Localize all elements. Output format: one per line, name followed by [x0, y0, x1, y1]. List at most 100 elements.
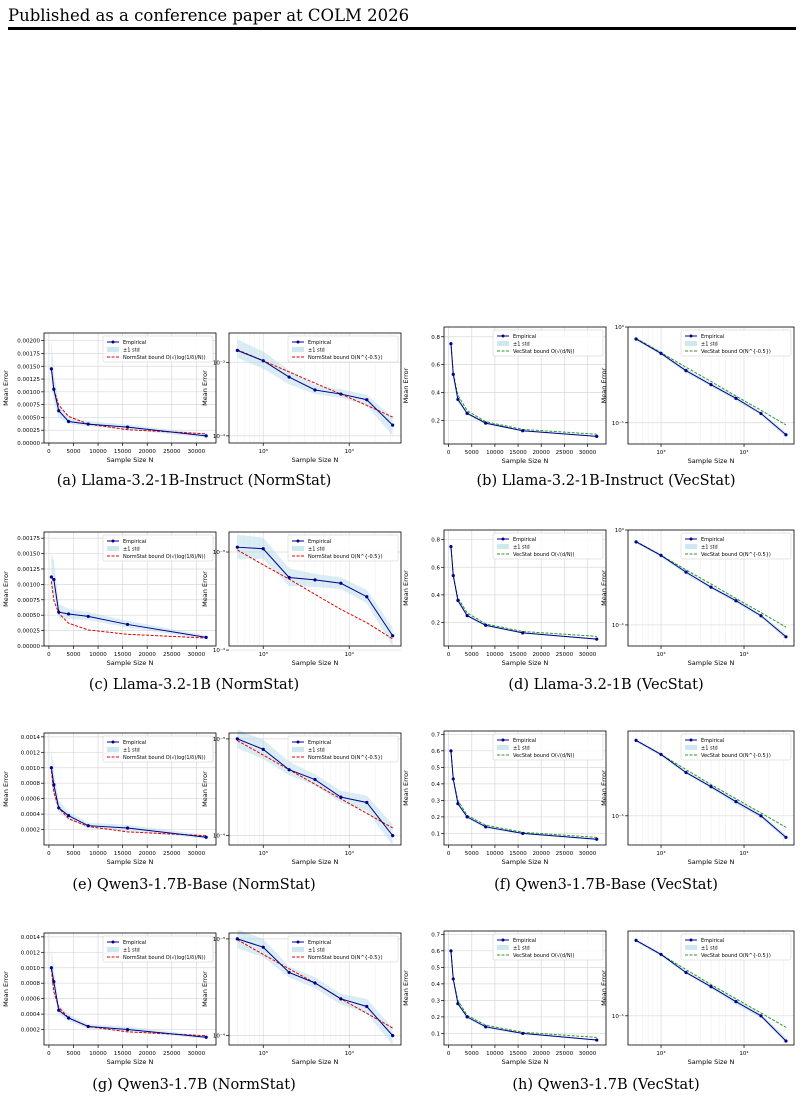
empirical-line [450, 546, 597, 640]
empirical-point [465, 1015, 469, 1019]
empirical-point [449, 749, 453, 753]
x-tick-label: 10³ [656, 651, 665, 658]
legend-bound-label: NormStat bound O(N^{-0.5}) [308, 355, 383, 361]
legend-bound-label: NormStat bound O(√(log(1/δ)/N)) [123, 554, 206, 560]
legend-std-swatch [685, 945, 697, 950]
empirical-point [52, 783, 56, 787]
x-tick-label: 10000 [486, 652, 504, 658]
y-axis-label: Mean Error [201, 370, 209, 406]
x-tick-label: 25000 [556, 652, 574, 658]
empirical-point [484, 421, 488, 425]
x-axis-label: Sample Size N [688, 858, 735, 866]
y-tick-label: 10⁻³ [213, 359, 225, 366]
legend-std-swatch [685, 745, 697, 750]
legend-bound-label: VecStat bound O(√(d/N)) [513, 753, 575, 759]
empirical-point [684, 570, 688, 574]
caption-g: (g) Qwen3-1.7B (NormStat) [92, 1077, 296, 1093]
y-axis-label: Mean Error [2, 971, 10, 1007]
empirical-point [734, 396, 738, 400]
legend-std-swatch [685, 544, 697, 549]
header-rule [8, 27, 796, 30]
legend-box [102, 534, 214, 562]
legend-std-label: ±1 std [701, 342, 718, 348]
chart-e-log: 10³ 10⁴ 10⁻³ 10⁻⁴ Sample Size N Mean Error Emp… [201, 729, 402, 866]
x-tick-label: 15000 [509, 652, 527, 658]
chart-f-lin: 0 5000 10000 15000 20000 25000 30000 0.1 0.2 0.3 0… [402, 730, 607, 866]
legend-box [287, 735, 399, 763]
x-tick-label: 5000 [465, 851, 479, 857]
x-tick-label: 20000 [138, 449, 156, 455]
legend-empirical-marker [296, 740, 300, 744]
grid [229, 733, 401, 845]
legend-bound-label: NormStat bound O(N^{-0.5}) [308, 955, 383, 961]
legend-box [287, 335, 399, 363]
y-axis-label: Mean Error [201, 771, 209, 807]
empirical-point [391, 834, 395, 838]
x-tick-label: 10³ [656, 850, 665, 857]
y-tick-label: 0.2 [431, 418, 440, 424]
legend-box [102, 335, 214, 363]
y-tick-label: 0.6 [431, 565, 440, 571]
y-tick-label: 10⁻⁴ [213, 833, 226, 840]
empirical-point [204, 835, 208, 839]
plot-frame [43, 332, 217, 444]
plot-frame [43, 932, 217, 1046]
y-tick-label: 0.0010 [21, 766, 41, 772]
x-tick-label: 0 [447, 1051, 451, 1057]
legend-std-label: ±1 std [701, 545, 718, 551]
caption-d: (d) Llama-3.2-1B (VecStat) [508, 677, 704, 693]
x-tick-label: 0 [47, 449, 51, 455]
y-tick-label: 0.1 [431, 1031, 440, 1037]
empirical-point [125, 425, 130, 429]
page-header: Published as a conference paper at COLM … [8, 6, 410, 25]
x-tick-label: 10³ [259, 850, 268, 857]
y-tick-label: 0.0010 [21, 966, 41, 972]
empirical-point [235, 545, 239, 549]
x-tick-label: 15000 [509, 450, 527, 456]
empirical-point [709, 585, 713, 589]
std-band [237, 929, 393, 1045]
y-tick-label: 10⁻¹ [612, 813, 624, 820]
legend-empirical-label: Empirical [513, 537, 536, 543]
y-tick-label: 0.00100 [17, 582, 40, 588]
plot-frame [228, 332, 402, 444]
legend-std-label: ±1 std [308, 547, 325, 553]
std-band [237, 729, 393, 845]
y-tick-label: 0.5 [431, 965, 440, 971]
empirical-point [634, 337, 638, 341]
x-axis-label: Sample Size N [502, 1058, 549, 1066]
bound-line [450, 750, 597, 838]
legend-std-label: ±1 std [123, 348, 140, 354]
y-axis-label: Mean Error [600, 570, 608, 606]
plot-frame [443, 326, 607, 445]
legend-bound-label: NormStat bound O(N^{-0.5}) [308, 554, 383, 560]
legend-empirical-marker [689, 537, 693, 541]
empirical-point [391, 634, 395, 638]
empirical-point [659, 952, 663, 957]
x-tick-label: 10000 [486, 450, 504, 456]
x-tick-label: 30000 [188, 851, 206, 857]
legend-box [680, 933, 792, 961]
chart-g-lin: 0 5000 10000 15000 20000 25000 30000 0.0002 0.00… [2, 932, 217, 1066]
y-tick-label: 0.3 [431, 998, 440, 1004]
caption-f: (f) Qwen3-1.7B-Base (VecStat) [494, 877, 718, 893]
x-tick-label: 0 [447, 851, 451, 857]
empirical-line [51, 576, 207, 638]
plot-frame [443, 930, 607, 1046]
std-band [636, 739, 786, 841]
x-tick-label: 15000 [509, 851, 527, 857]
legend-empirical-marker [501, 537, 505, 541]
empirical-point [465, 815, 469, 819]
legend-empirical-label: Empirical [123, 940, 146, 946]
empirical-point [49, 367, 53, 371]
legend-std-swatch [107, 947, 119, 952]
legend-std-label: ±1 std [123, 748, 140, 754]
y-axis-label: Mean Error [402, 970, 410, 1006]
caption-a: (a) Llama-3.2-1B-Instruct (NormStat) [56, 473, 332, 489]
y-tick-label: 0.2 [431, 1015, 440, 1021]
